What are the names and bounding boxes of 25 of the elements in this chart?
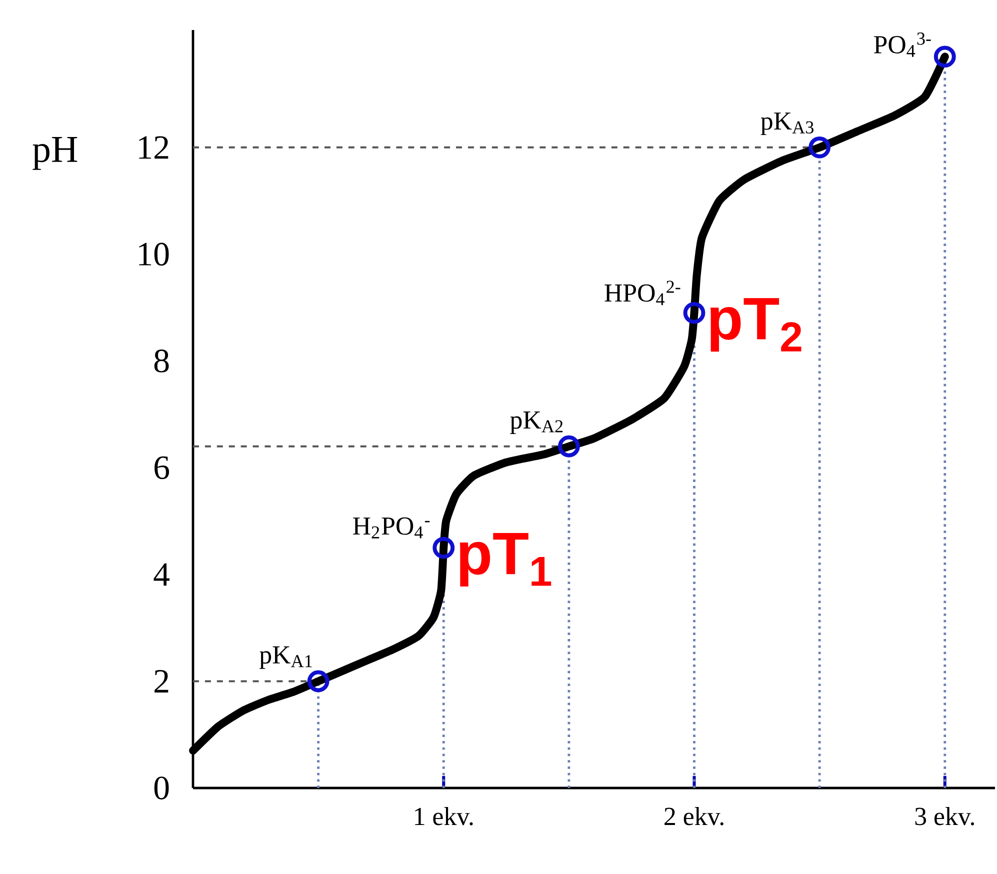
point (558, 435, 580, 458)
y-tick-label: 6 (154, 456, 170, 480)
y-axis-title: pH (32, 137, 78, 170)
point (808, 136, 831, 158)
point (432, 536, 455, 559)
point (934, 46, 956, 68)
point (307, 670, 330, 692)
y-tick-label: 2 (154, 670, 168, 692)
annotation: pT$_{1}$ (460, 532, 552, 587)
x-tick-label: 2 ekv. (664, 806, 724, 826)
x-tick-label: 3 ekv. (915, 806, 974, 826)
annotation: HPO$_{4}$2- (604, 280, 680, 306)
annotation: pK$_{A3}$ (760, 112, 814, 136)
annotation: pK$_{A1}$ (260, 646, 312, 669)
y-tick-label: 10 (139, 242, 169, 266)
annotation: pK$_{A2}$ (510, 412, 563, 434)
annotation: pT$_{2}$ (710, 298, 802, 352)
y-tick-label: 8 (154, 350, 169, 372)
y-tick-label: 0 (154, 776, 169, 800)
point (683, 302, 706, 324)
y-tick-label: 12 (139, 136, 168, 159)
annotation: H$_{2}$PO$_{4}$- (353, 517, 430, 538)
annotation: PO$_{4}$3- (874, 32, 931, 57)
y-tick-label: 4 (154, 563, 170, 586)
x-tick-label: 1 ekv. (415, 806, 473, 826)
